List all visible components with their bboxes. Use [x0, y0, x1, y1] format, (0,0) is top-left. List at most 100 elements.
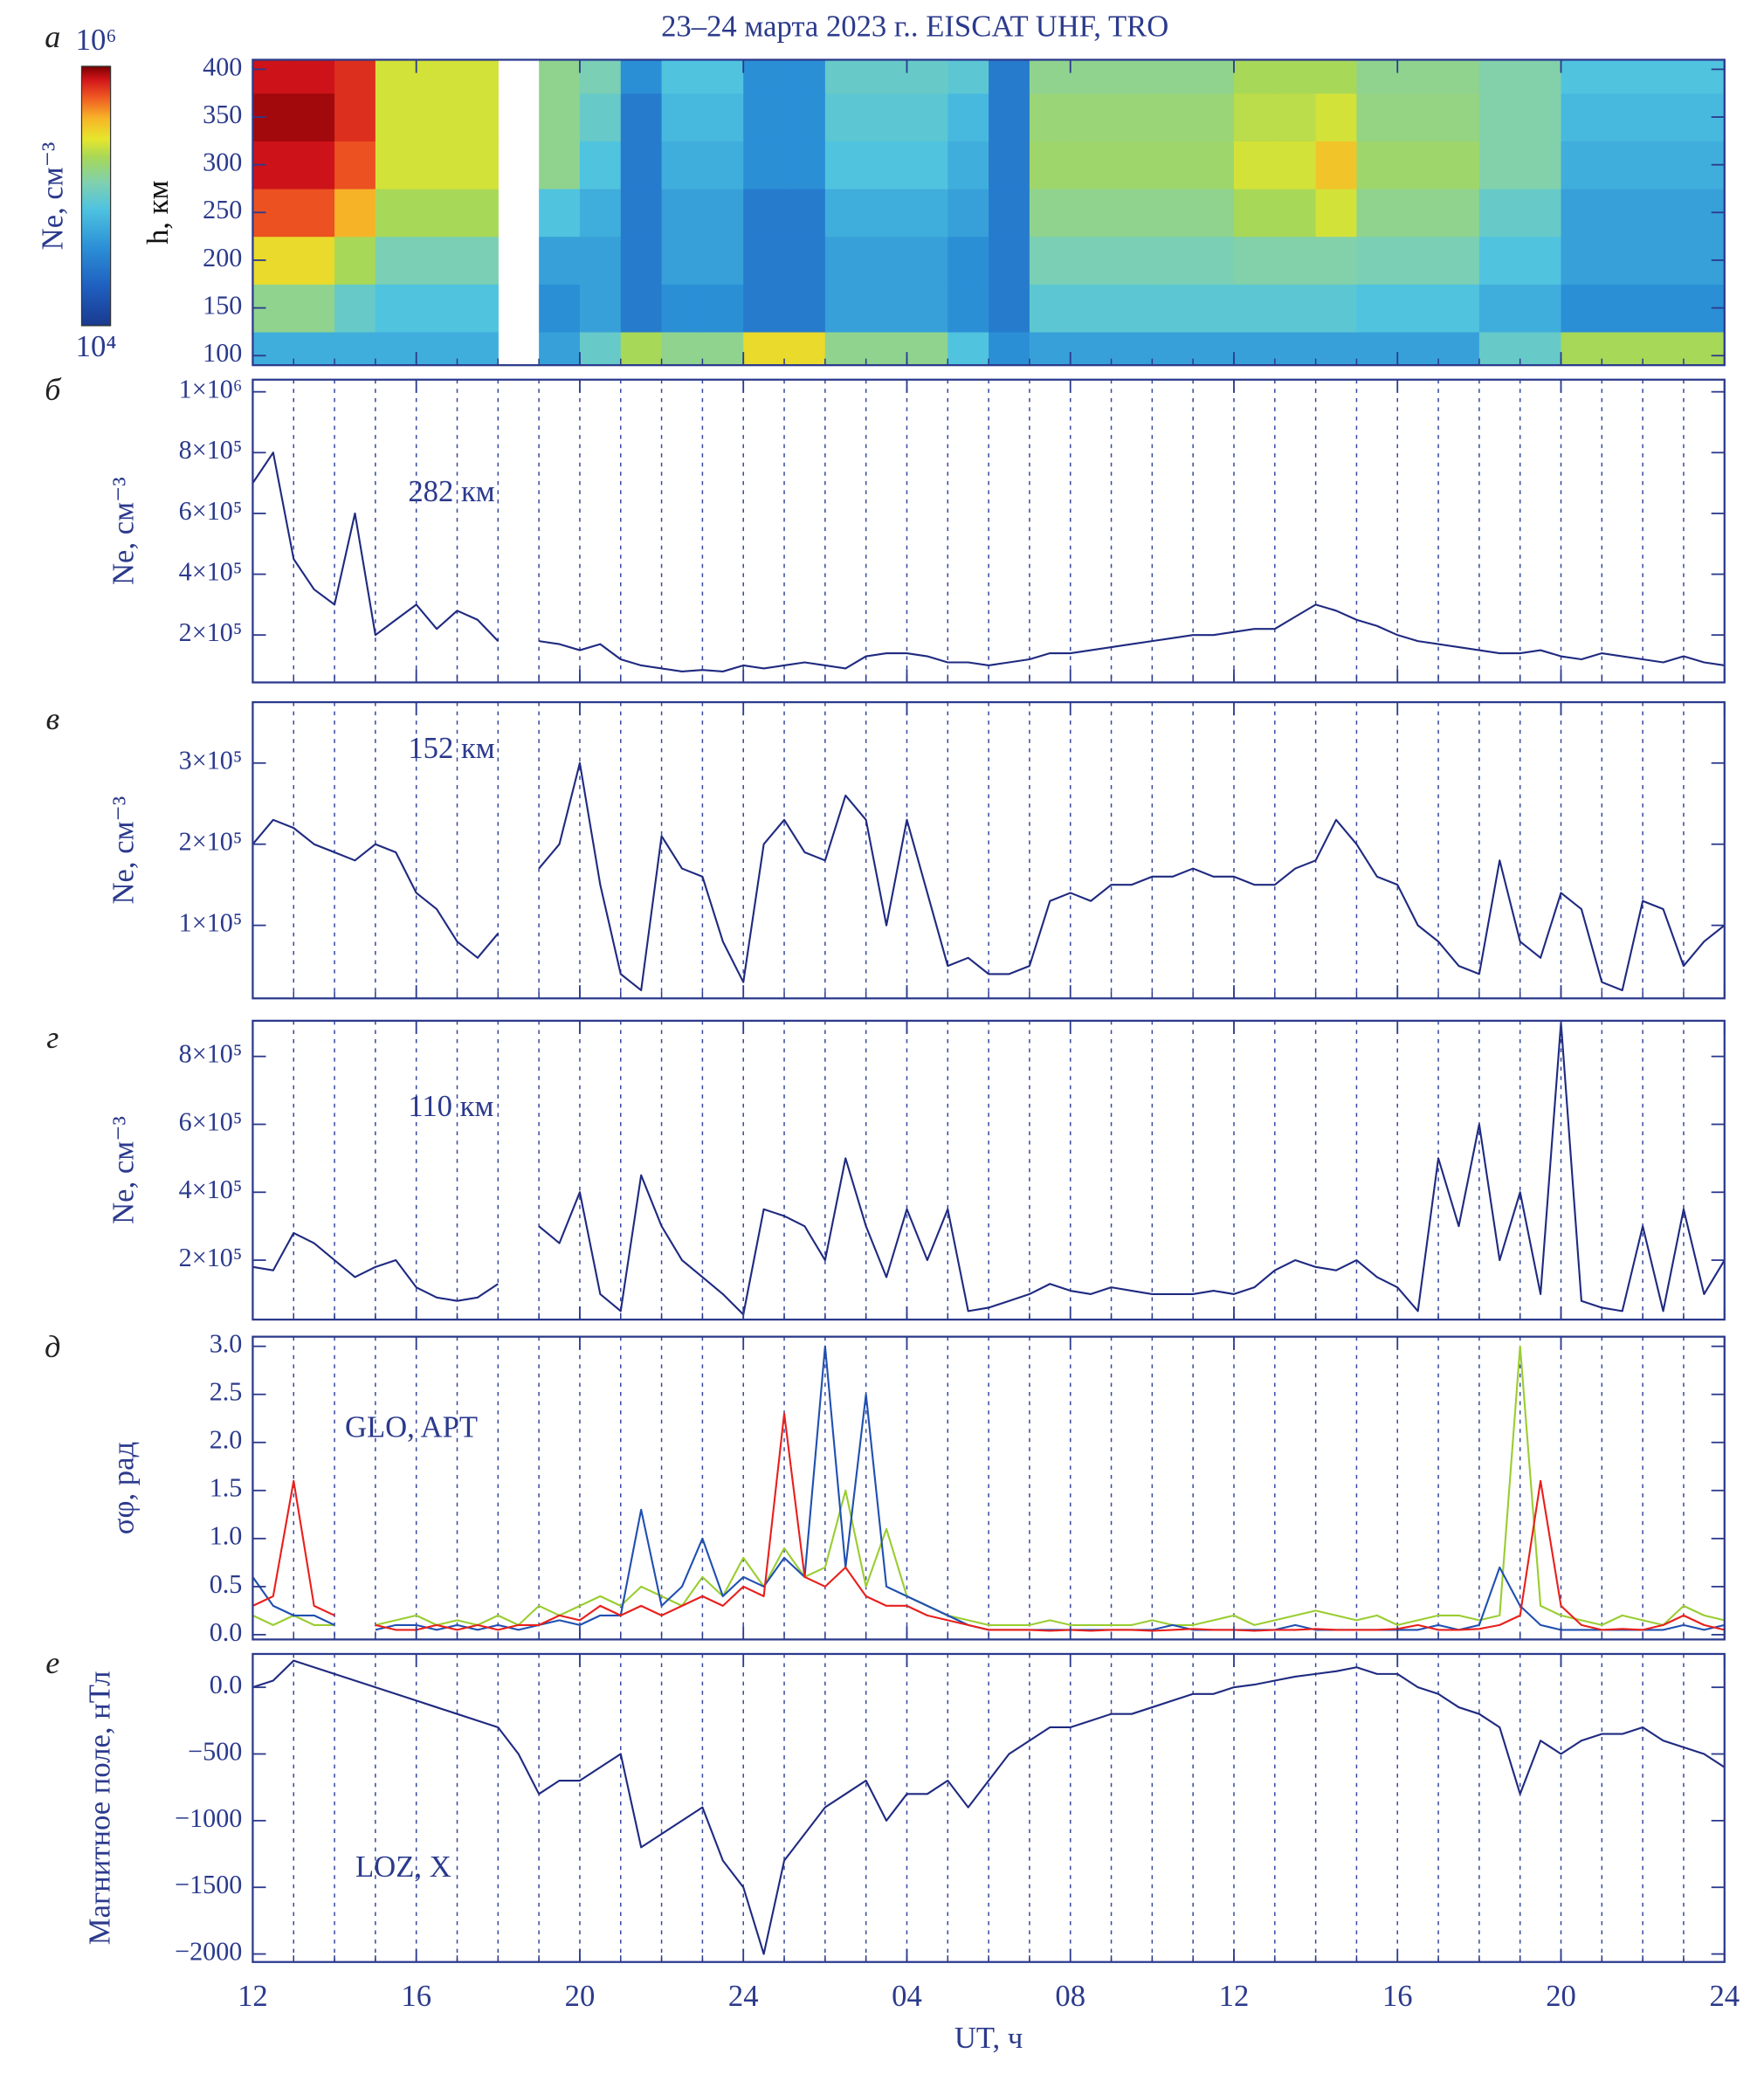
y-tick-label: 2×10⁵ [179, 617, 243, 647]
x-tick-label: 04 [892, 1980, 922, 2013]
heatmap-cell [1397, 236, 1439, 285]
heatmap-cell [947, 236, 989, 285]
y-tick-label: −1500 [175, 1870, 242, 1899]
heatmap-cell [661, 188, 704, 238]
heatmap-cell [1397, 284, 1439, 333]
heatmap-cell [1519, 188, 1562, 238]
heatmap-cell [784, 284, 826, 333]
panel-frame [252, 700, 1726, 1000]
heatmap-cell [1233, 141, 1276, 189]
heatmap-cell [1438, 141, 1480, 189]
heatmap-cell [1111, 141, 1153, 189]
heatmap-cell [702, 188, 744, 238]
heatmap-cell [865, 93, 908, 141]
heatmap-cell [539, 236, 581, 285]
y-tick-label: 8×10⁵ [179, 435, 243, 465]
x-tick-label: 08 [1055, 1980, 1085, 2013]
heatmap-cell [1438, 188, 1480, 238]
plot-area [252, 1020, 1725, 1320]
heatmap-cell [579, 141, 622, 189]
heatmap-cell [702, 331, 744, 366]
heatmap-cell [1478, 188, 1521, 238]
heatmap-cell [539, 93, 581, 141]
heatmap-cell [1274, 331, 1317, 366]
heatmap-cell [1152, 284, 1194, 333]
heatmap-cell [375, 284, 417, 333]
panel-letter: г [46, 1020, 59, 1055]
heatmap-cell [1356, 141, 1398, 189]
y-tick-label: 0.0 [210, 1617, 243, 1647]
heatmap-cell [865, 236, 908, 285]
heatmap-cell [620, 331, 663, 366]
x-tick-label: 16 [401, 1980, 431, 2013]
heatmap-cell [947, 284, 989, 333]
heatmap-cell [579, 93, 622, 141]
heatmap-cell [784, 59, 826, 94]
heatmap-cell [334, 59, 376, 94]
panel-letter: д [45, 1329, 60, 1364]
annotation: 110 км [408, 1090, 493, 1123]
heatmap-cell [1315, 284, 1358, 333]
heatmap-cell [1274, 284, 1317, 333]
heatmap-cell [1315, 236, 1358, 285]
heatmap-cell [457, 188, 499, 238]
heatmap-cell [1070, 188, 1113, 238]
y-tick-label: 1.0 [210, 1521, 243, 1551]
heatmap-cell [784, 141, 826, 189]
heatmap-cell [661, 284, 704, 333]
heatmap-cell [1478, 93, 1521, 141]
heatmap-cell [1070, 284, 1113, 333]
heatmap-cell [579, 59, 622, 94]
heatmap-cell [1111, 59, 1153, 94]
colorbar-tick-label: 10⁴ [76, 330, 117, 363]
panel-frame [252, 59, 1726, 367]
heatmap-cell [1478, 331, 1521, 366]
heatmap-cell [1602, 331, 1643, 366]
heatmap-cell [989, 284, 1030, 333]
heatmap-cell [579, 284, 622, 333]
heatmap-cell [1193, 284, 1235, 333]
heatmap-cell [620, 236, 663, 285]
panel-letter: а [45, 19, 60, 54]
heatmap-cell [989, 59, 1030, 94]
heatmap-cell [1029, 141, 1071, 189]
heatmap-cell [334, 93, 376, 141]
heatmap-cell [824, 59, 867, 94]
panel-frame [252, 1019, 1726, 1321]
heatmap-cell [1029, 236, 1071, 285]
heatmap-cell [1602, 188, 1643, 238]
x-tick-label: 12 [1219, 1980, 1250, 2013]
heatmap-cell [1315, 59, 1358, 94]
y-axis-label: σφ, рад [107, 1442, 141, 1534]
heatmap-cell [252, 331, 294, 366]
x-tick-label: 16 [1382, 1980, 1413, 2013]
heatmap-cell [334, 141, 376, 189]
y-tick-label: 0.5 [210, 1569, 243, 1599]
heatmap-cell [1683, 59, 1725, 94]
heatmap-cell [293, 93, 335, 141]
heatmap-cell [1643, 59, 1685, 94]
heatmap-cell [702, 141, 744, 189]
heatmap-cell [1356, 93, 1398, 141]
heatmap-cell [1561, 331, 1602, 366]
heatmap-cell [1029, 284, 1071, 333]
heatmap-cell [824, 236, 867, 285]
heatmap-cell [416, 59, 458, 94]
heatmap-cell [375, 59, 417, 94]
heatmap-cell [1438, 93, 1480, 141]
heatmap-cell [620, 141, 663, 189]
y-tick-label: 3.0 [210, 1329, 243, 1359]
heatmap-cell [334, 236, 376, 285]
heatmap-cell [579, 188, 622, 238]
heatmap-cell [661, 59, 704, 94]
heatmap-cell [824, 331, 867, 366]
heatmap-cell [1152, 188, 1194, 238]
heatmap-cell [1478, 236, 1521, 285]
heatmap-cell [1315, 331, 1358, 366]
heatmap-cell [293, 59, 335, 94]
heatmap-cell [1643, 188, 1685, 238]
heatmap-cell [1438, 236, 1480, 285]
heatmap-cell [1356, 188, 1398, 238]
heatmap-cell [947, 331, 989, 366]
y-tick-label: 3×10⁵ [179, 746, 243, 775]
